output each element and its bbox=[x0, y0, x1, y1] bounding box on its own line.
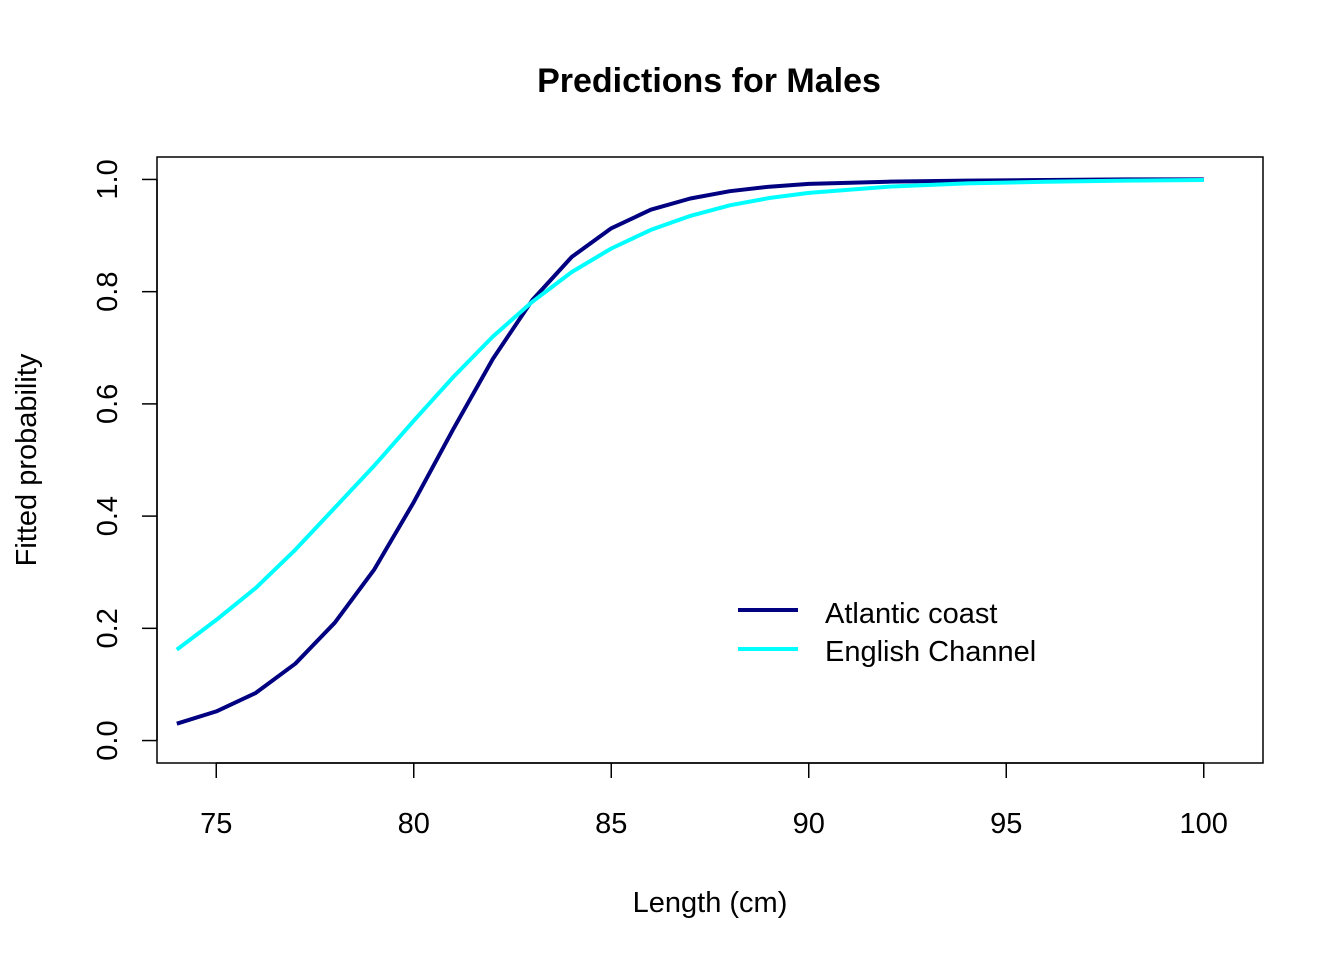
y-tick-label: 0.2 bbox=[92, 608, 124, 648]
x-axis: 75 80 85 90 95 100 bbox=[200, 762, 1228, 840]
legend-label-english-channel: English Channel bbox=[825, 636, 1036, 668]
series-line-atlantic-coast bbox=[176, 177, 1204, 726]
y-tick-label: 0.0 bbox=[92, 720, 124, 760]
y-tick-label: 0.8 bbox=[92, 272, 124, 312]
y-tick-label: 1.0 bbox=[92, 159, 124, 199]
x-tick-label: 85 bbox=[595, 808, 627, 840]
y-tick-label: 0.6 bbox=[92, 384, 124, 424]
x-tick-label: 95 bbox=[990, 808, 1022, 840]
legend-label-atlantic-coast: Atlantic coast bbox=[825, 598, 997, 630]
chart-title: Predictions for Males bbox=[537, 62, 881, 100]
y-axis-label: Fitted probability bbox=[11, 353, 43, 566]
x-tick-label: 80 bbox=[398, 808, 430, 840]
x-tick-label: 75 bbox=[200, 808, 232, 840]
series-line-english-channel bbox=[175, 178, 1204, 652]
plot-frame bbox=[156, 156, 1264, 764]
y-tick-label: 0.4 bbox=[92, 496, 124, 536]
x-tick-label: 90 bbox=[793, 808, 825, 840]
y-axis: 0.0 0.2 0.4 0.6 0.8 1.0 bbox=[92, 159, 158, 761]
legend: Atlantic coast English Channel bbox=[738, 598, 1036, 668]
x-axis-label: Length (cm) bbox=[633, 887, 788, 919]
series-lines bbox=[175, 177, 1204, 726]
x-tick-label: 100 bbox=[1180, 808, 1228, 840]
